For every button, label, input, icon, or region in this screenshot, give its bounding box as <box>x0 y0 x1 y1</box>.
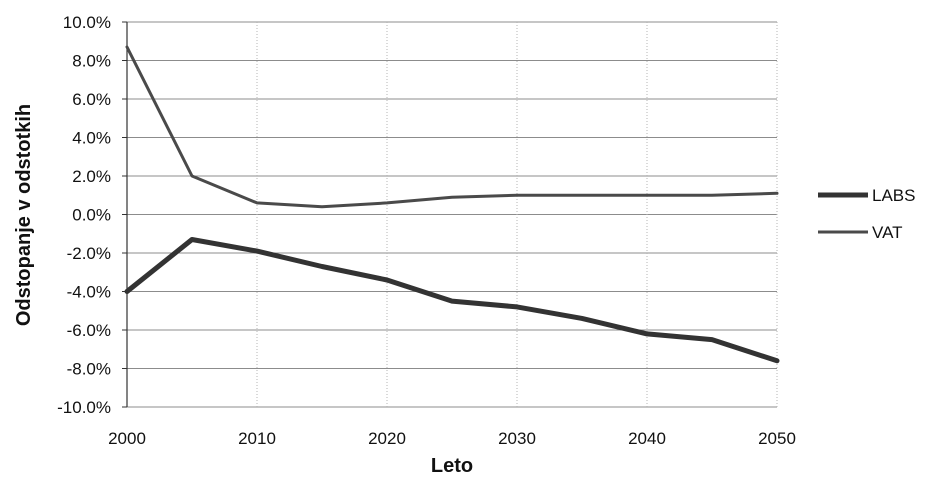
x-tick-label: 2040 <box>628 429 666 448</box>
x-tick-label: 2050 <box>758 429 796 448</box>
y-tick-label: -8.0% <box>67 360 111 379</box>
legend-label-vat: VAT <box>872 223 903 242</box>
x-tick-label: 2030 <box>498 429 536 448</box>
series-line-vat <box>125 45 779 209</box>
legend-label-labs: LABS <box>872 186 915 205</box>
y-tick-label: 2.0% <box>72 167 111 186</box>
y-axis-title: Odstopanje v odstotkih <box>13 104 35 326</box>
y-tick-label: -4.0% <box>67 283 111 302</box>
axes <box>122 21 128 408</box>
x-tick-label: 2020 <box>368 429 406 448</box>
y-tick-label: -10.0% <box>57 398 111 417</box>
y-tick-label: 10.0% <box>63 13 111 32</box>
x-tick-label: 2000 <box>108 429 146 448</box>
x-axis-title: Leto <box>431 455 473 477</box>
y-tick-label: -6.0% <box>67 321 111 340</box>
grid <box>127 21 778 408</box>
y-tick-label: 4.0% <box>72 129 111 148</box>
y-tick-label: 6.0% <box>72 90 111 109</box>
x-tick-labels: 2000 2010 2020 2030 2040 2050 <box>108 429 796 448</box>
y-tick-label: 8.0% <box>72 52 111 71</box>
legend: LABS VAT <box>818 186 915 242</box>
y-tick-label: -2.0% <box>67 244 111 263</box>
series-line-labs <box>124 237 780 364</box>
x-tick-label: 2010 <box>238 429 276 448</box>
series-lines <box>124 45 780 364</box>
y-tick-labels: 10.0% 8.0% 6.0% 4.0% 2.0% 0.0% -2.0% -4.0% -6.0%… <box>57 13 111 417</box>
y-tick-label: 0.0% <box>72 206 111 225</box>
